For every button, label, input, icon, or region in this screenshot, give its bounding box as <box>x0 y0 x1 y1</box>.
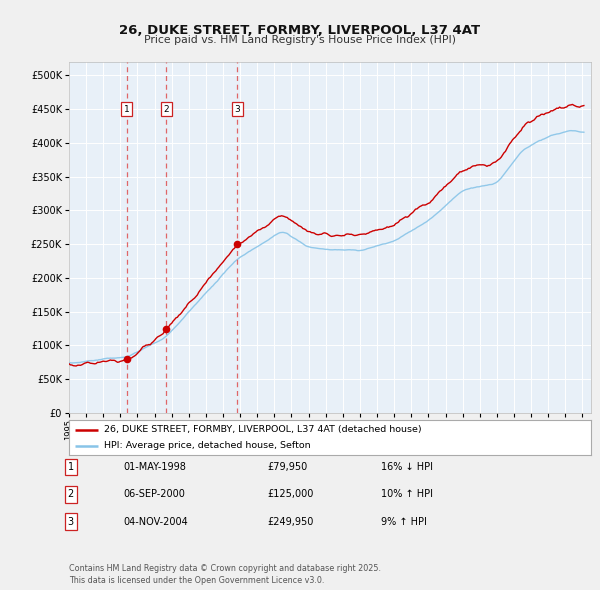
Text: 10% ↑ HPI: 10% ↑ HPI <box>381 490 433 499</box>
Text: 3: 3 <box>235 104 240 114</box>
Text: 9% ↑ HPI: 9% ↑ HPI <box>381 517 427 526</box>
Text: 16% ↓ HPI: 16% ↓ HPI <box>381 463 433 472</box>
Text: 1: 1 <box>124 104 130 114</box>
Text: Contains HM Land Registry data © Crown copyright and database right 2025.
This d: Contains HM Land Registry data © Crown c… <box>69 565 381 585</box>
Text: 2: 2 <box>68 490 74 499</box>
Text: £249,950: £249,950 <box>267 517 313 526</box>
Text: Price paid vs. HM Land Registry's House Price Index (HPI): Price paid vs. HM Land Registry's House … <box>144 35 456 45</box>
Text: 04-NOV-2004: 04-NOV-2004 <box>123 517 188 526</box>
Text: 06-SEP-2000: 06-SEP-2000 <box>123 490 185 499</box>
Text: 26, DUKE STREET, FORMBY, LIVERPOOL, L37 4AT: 26, DUKE STREET, FORMBY, LIVERPOOL, L37 … <box>119 24 481 37</box>
Text: 26, DUKE STREET, FORMBY, LIVERPOOL, L37 4AT (detached house): 26, DUKE STREET, FORMBY, LIVERPOOL, L37 … <box>104 425 422 434</box>
Text: 2: 2 <box>163 104 169 114</box>
Text: 1: 1 <box>68 463 74 472</box>
Text: £79,950: £79,950 <box>267 463 307 472</box>
Text: 3: 3 <box>68 517 74 526</box>
Text: £125,000: £125,000 <box>267 490 313 499</box>
Text: HPI: Average price, detached house, Sefton: HPI: Average price, detached house, Seft… <box>104 441 311 450</box>
Text: 01-MAY-1998: 01-MAY-1998 <box>123 463 186 472</box>
